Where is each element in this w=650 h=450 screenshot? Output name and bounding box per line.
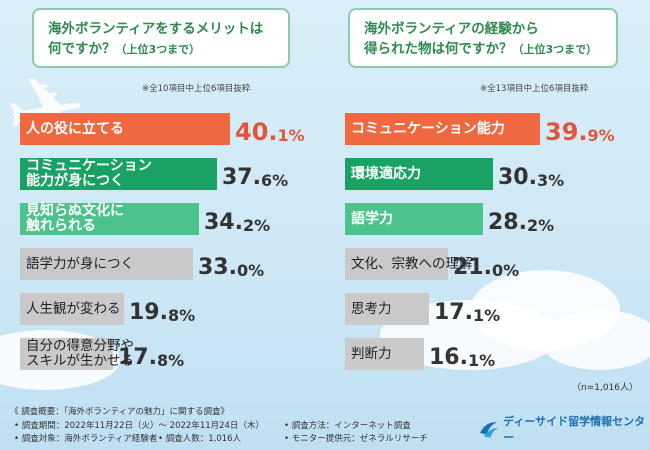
right-bar-label-5: 思考力 — [351, 300, 392, 317]
left-bar-value-3: 34. 2% — [204, 210, 271, 235]
survey-footer: 《 調査概要：「海外ボランティアの魅力」に関する調査》 • 調査期間：2022年… — [0, 400, 650, 450]
right-bar-1: コミュニケーション能力 — [345, 113, 540, 145]
left-question-subtitle: （上位3つまで） — [115, 43, 201, 56]
right-bar-label-6: 判断力 — [351, 345, 392, 362]
survey-provider: • モニター提供元：ゼネラルリサーチ — [284, 434, 428, 444]
survey-period: • 調査期間：2022年11月22日（火）～ 2022年11月24日（木） — [14, 421, 264, 431]
left-bar-4: 語学力が身につく — [20, 248, 193, 280]
respondent-count: （n=1,016人） — [571, 383, 638, 393]
left-bar-label-1: 人の役に立てる — [26, 120, 124, 137]
right-bar-label-2: 環境適応力 — [351, 165, 421, 182]
left-bar-label-3: 見知らぬ文化に 触れられる — [26, 203, 124, 234]
left-bar-1: 人の役に立てる — [20, 113, 230, 145]
left-bar-label-6: 自分の得意分野や スキルが生かせる — [26, 338, 134, 369]
left-bar-value-5: 19. 8% — [129, 300, 196, 325]
left-bar-3: 見知らぬ文化に 触れられる — [20, 203, 199, 235]
survey-target: • 調査対象：海外ボランティア経験者 — [14, 434, 158, 444]
left-question-box: 海外ボランティアをするメリットは 何ですか？（上位3つまで） — [32, 8, 290, 68]
left-bar-value-4: 33. 0% — [198, 255, 265, 280]
brand-name: ディーサイド留学情報センター — [503, 415, 646, 444]
right-bar-3: 語学力 — [345, 203, 483, 235]
right-bar-value-6: 16. 1% — [429, 345, 496, 370]
survey-summary: 《 調査概要：「海外ボランティアの魅力」に関する調査》 — [10, 407, 229, 417]
brand-logo: ディーサイド留学情報センター — [478, 413, 650, 445]
left-bar-value-2: 37. 6% — [222, 165, 289, 190]
right-question-box: 海外ボランティアの経験から 得られた物は何ですか？（上位3つまで） — [348, 8, 618, 68]
airplane-icon: ✈ — [0, 50, 94, 174]
right-bar-4: 文化、宗教への理解 — [345, 248, 473, 280]
left-note: ※全10項目中上位6項目抜粋 — [142, 84, 251, 94]
right-bar-value-5: 17. 1% — [434, 300, 501, 325]
left-bar-6: 自分の得意分野や スキルが生かせる — [20, 338, 134, 370]
left-question-line1: 海外ボランティアをするメリットは — [48, 21, 264, 37]
cloud-3 — [540, 310, 650, 370]
left-bar-2: コミュニケーション 能力が身につく — [20, 158, 217, 190]
right-bar-value-4: 21. 0% — [453, 255, 520, 280]
left-bar-value-6: 17. 8% — [118, 345, 185, 370]
right-bar-value-1: 39. 9% — [545, 118, 615, 146]
right-bar-2: 環境適応力 — [345, 158, 493, 190]
left-bar-label-5: 人生観が変わる — [26, 300, 121, 317]
wave-logo-icon — [479, 422, 499, 438]
right-question-line2: 得られた物は何ですか？ — [364, 41, 513, 57]
right-bar-label-1: コミュニケーション能力 — [351, 120, 505, 137]
right-bar-value-3: 28. 2% — [488, 210, 555, 235]
left-bar-5: 人生観が変わる — [20, 293, 124, 325]
right-bar-label-3: 語学力 — [351, 210, 393, 227]
left-question-line2: 何ですか？ — [48, 41, 116, 57]
right-bar-value-2: 30. 3% — [498, 165, 565, 190]
left-bar-label-2: コミュニケーション 能力が身につく — [26, 158, 152, 189]
left-bar-label-4: 語学力が身につく — [26, 255, 134, 272]
right-question-subtitle: （上位3つまで） — [512, 43, 598, 56]
survey-method: • 調査方法：インターネット調査 — [284, 421, 411, 431]
right-question-line1: 海外ボランティアの経験から — [364, 21, 539, 37]
left-bar-value-1: 40. 1% — [235, 118, 305, 146]
right-bar-label-4: 文化、宗教への理解 — [351, 255, 473, 272]
right-bar-6: 判断力 — [345, 338, 424, 370]
right-bar-5: 思考力 — [345, 293, 429, 325]
right-note: ※全13項目中上位6項目抜粋 — [480, 84, 589, 94]
survey-count: • 調査人数：1,016人 — [158, 434, 242, 444]
